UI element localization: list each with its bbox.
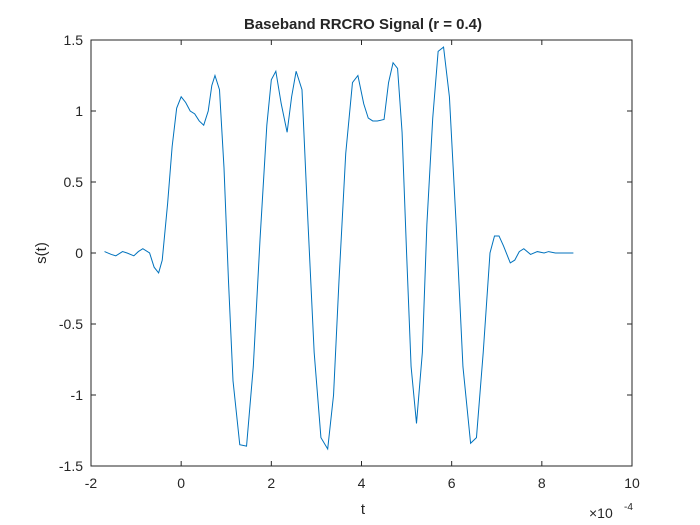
axes-box xyxy=(90,39,633,467)
y-tick-label: -0.5 xyxy=(59,316,83,332)
plot-area: -2 0 2 4 6 8 10 1.5 1 0.5 0 -0.5 -1 -1.5 xyxy=(59,32,640,491)
x-tick-label: 0 xyxy=(177,475,185,491)
y-tick-label: -1 xyxy=(71,387,84,403)
x-exponent-value: -4 xyxy=(624,502,633,513)
y-axis-label: s(t) xyxy=(33,242,50,264)
y-tick-labels: 1.5 1 0.5 0 -0.5 -1 -1.5 xyxy=(59,32,83,474)
y-tick-label: 0 xyxy=(75,245,83,261)
tick-marks xyxy=(90,39,633,467)
y-tick-label: 1 xyxy=(75,103,83,119)
y-tick-label: 1.5 xyxy=(64,32,84,48)
chart-title: Baseband RRCRO Signal (r = 0.4) xyxy=(244,16,482,33)
x-tick-labels: -2 0 2 4 6 8 10 xyxy=(85,475,640,491)
x-tick-label: 8 xyxy=(538,475,546,491)
x-tick-label: 6 xyxy=(448,475,456,491)
x-exponent-label: ×10 xyxy=(589,505,613,521)
series-line xyxy=(104,46,574,451)
x-tick-label: 4 xyxy=(358,475,366,491)
x-axis-label: t xyxy=(361,501,366,518)
y-tick-label: 0.5 xyxy=(64,174,84,190)
x-tick-label: -2 xyxy=(85,475,98,491)
x-tick-label: 10 xyxy=(624,475,640,491)
x-tick-label: 2 xyxy=(267,475,275,491)
y-tick-label: -1.5 xyxy=(59,458,83,474)
